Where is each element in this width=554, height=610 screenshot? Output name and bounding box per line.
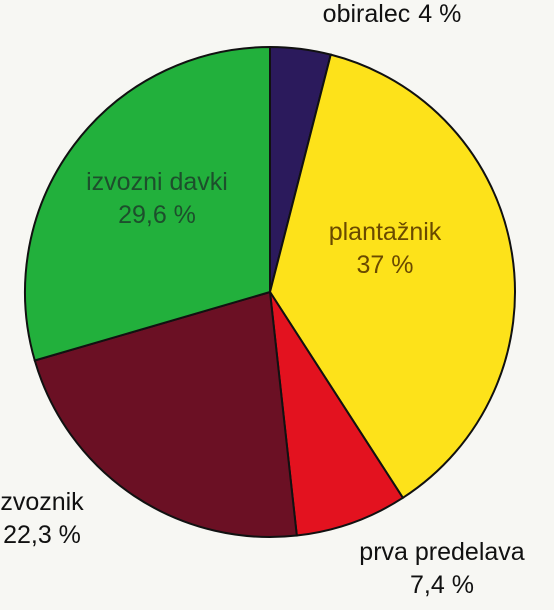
slice-name: zvoznik xyxy=(0,488,84,516)
slice-name: izvozni davki xyxy=(86,168,228,196)
slice-name: prva predelava xyxy=(359,538,524,566)
slice-label: obiralec 4 % xyxy=(323,0,462,28)
slice-name: plantažnik xyxy=(329,218,442,246)
pie-slice xyxy=(269,291,405,537)
slice-label: izvozni davki 29,6 % xyxy=(86,168,228,229)
slice-value: 37 % xyxy=(357,251,414,279)
slice-value: 7,4 % xyxy=(410,571,474,599)
pie-slice xyxy=(268,53,516,500)
slice-label: prva predelava 7,4 % xyxy=(359,538,524,599)
slice-value: 29,6 % xyxy=(118,201,196,229)
slice-label: zvoznik 22,3 % xyxy=(0,488,84,549)
slice-name: obiralec xyxy=(323,0,411,28)
slice-value: 22,3 % xyxy=(3,521,81,549)
pie-slice xyxy=(33,290,298,538)
slice-label: plantažnik 37 % xyxy=(329,218,442,279)
slice-value: 4 % xyxy=(418,0,461,28)
pie-slice xyxy=(24,45,271,362)
